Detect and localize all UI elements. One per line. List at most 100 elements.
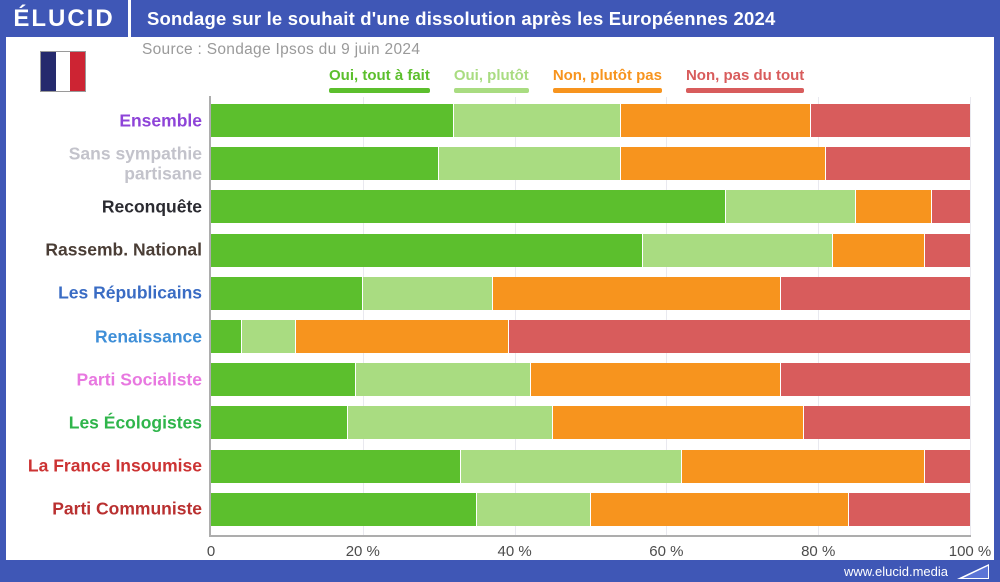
y-axis-line: [209, 96, 211, 536]
legend-label: Oui, plutôt: [453, 67, 529, 84]
gridline: [666, 97, 668, 535]
bar-segment-2: [242, 320, 296, 353]
bar-segment-2: [642, 233, 832, 267]
bar-segment-3: [591, 492, 849, 526]
legend-item: Oui, plutôt: [453, 67, 529, 93]
chart-row: La France Insoumise: [6, 449, 994, 483]
category-label: Parti Communiste: [52, 498, 202, 519]
bar-segment-1: [211, 406, 348, 440]
gridline: [970, 97, 971, 535]
legend-item: Oui, tout à fait: [329, 67, 430, 93]
flag-stripe-blue: [41, 52, 56, 91]
source-caption: Source : Sondage Ipsos du 9 juin 2024: [142, 41, 421, 58]
category-label: Rassemb. National: [45, 239, 202, 260]
chart: 0 20 % 40 % 60 % 80 % 100 % Ensemble Sans sympa…: [6, 96, 994, 560]
category-label: Ensemble: [119, 110, 202, 131]
bar-segment-1: [211, 147, 438, 181]
stacked-bar: [211, 363, 970, 397]
flag-stripe-red: [70, 52, 86, 91]
category-label: Parti Socialiste: [76, 369, 202, 390]
bar-segment-2: [363, 276, 492, 310]
bar-segment-4: [924, 233, 970, 267]
chart-legend: Oui, tout à fait Oui, plutôt Non, plutôt p…: [329, 67, 805, 93]
category-label: Renaissance: [94, 326, 202, 347]
bar-segment-3: [296, 320, 508, 353]
category-label: Sans sympathie partisane: [68, 143, 202, 184]
bar-segment-1: [211, 449, 461, 483]
bar-segment-4: [826, 147, 970, 181]
bar-segment-3: [621, 104, 811, 137]
bar-segment-3: [832, 233, 924, 267]
bar-segment-2: [348, 406, 553, 440]
bar-segment-4: [849, 492, 970, 526]
x-axis-tick-label: 20 %: [345, 543, 380, 560]
chart-row: Reconquête: [6, 190, 994, 224]
category-label: Reconquête: [101, 196, 202, 217]
stacked-bar: [211, 190, 970, 224]
chart-row: Renaissance: [6, 320, 994, 353]
legend-swatch: [453, 88, 529, 93]
legend-label: Non, pas du tout: [685, 67, 805, 84]
footer-bar: www.elucid.media: [0, 560, 1000, 582]
chart-row: Ensemble: [6, 104, 994, 137]
category-label: Les Républicains: [58, 282, 202, 303]
bar-segment-4: [781, 363, 970, 397]
bar-segment-1: [211, 190, 726, 224]
x-axis-tick-label: 0: [206, 543, 216, 560]
flag-stripe-white: [55, 52, 71, 91]
stacked-bar: [211, 406, 970, 440]
gridline: [362, 97, 364, 535]
chart-row: Parti Communiste: [6, 492, 994, 526]
legend-item: Non, pas du tout: [685, 67, 805, 93]
france-flag-icon: [40, 51, 86, 92]
footer-url: www.elucid.media: [843, 563, 948, 579]
legend-swatch: [685, 88, 805, 93]
bar-segment-1: [211, 492, 476, 526]
stacked-bar: [211, 104, 970, 137]
x-axis-line: [209, 535, 971, 537]
bar-segment-3: [621, 147, 826, 181]
category-label: Les Écologistes: [68, 412, 202, 433]
gridline: [514, 97, 516, 535]
legend-swatch: [329, 88, 430, 93]
legend-item: Non, plutôt pas: [552, 67, 662, 93]
x-axis-tick-label: 80 %: [801, 543, 836, 560]
chart-row: Les Républicains: [6, 276, 994, 310]
elucid-flag-icon: [957, 563, 989, 579]
bar-segment-1: [211, 233, 642, 267]
category-label: La France Insoumise: [27, 455, 202, 476]
bar-segment-3: [530, 363, 780, 397]
stacked-bar: [211, 147, 970, 181]
bar-segment-1: [211, 363, 355, 397]
chart-row: Rassemb. National: [6, 233, 994, 267]
frame-right-border: [994, 37, 1000, 560]
bar-segment-2: [453, 104, 621, 137]
header-bar: ÉLUCID Sondage sur le souhait d'une diss…: [0, 0, 1000, 37]
chart-row: Parti Socialiste: [6, 363, 994, 397]
bar-segment-4: [924, 449, 970, 483]
legend-swatch: [552, 88, 662, 93]
bar-segment-2: [461, 449, 681, 483]
x-axis-tick-label: 40 %: [497, 543, 532, 560]
bar-segment-3: [681, 449, 924, 483]
bar-segment-2: [476, 492, 590, 526]
bar-segment-4: [811, 104, 970, 137]
bar-segment-2: [355, 363, 530, 397]
bar-segment-3: [553, 406, 803, 440]
bar-segment-1: [211, 104, 453, 137]
x-axis-tick-label: 100 %: [948, 543, 992, 560]
stacked-bar: [211, 276, 970, 310]
bar-segment-4: [932, 190, 970, 224]
bar-segment-1: [211, 276, 363, 310]
bar-segment-2: [438, 147, 621, 181]
chart-row: Sans sympathie partisane: [6, 143, 994, 184]
stacked-bar: [211, 449, 970, 483]
page-title: Sondage sur le souhait d'une dissolution…: [147, 7, 776, 29]
bar-segment-3: [855, 190, 932, 224]
bar-segment-1: [211, 320, 242, 353]
legend-label: Oui, tout à fait: [329, 67, 430, 84]
bar-segment-4: [508, 320, 970, 353]
header-divider: [128, 0, 131, 37]
stacked-bar: [211, 320, 970, 353]
